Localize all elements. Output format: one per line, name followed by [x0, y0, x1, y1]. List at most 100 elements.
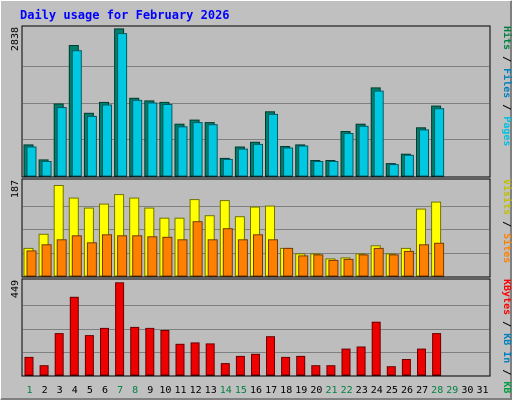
bar-kbytes — [235, 355, 245, 376]
bar-sites — [222, 228, 233, 277]
bar-files — [207, 124, 218, 177]
x-tick-label: 20 — [310, 385, 322, 396]
bar-sites — [253, 234, 263, 277]
bar-kbytes — [175, 343, 185, 376]
bar-kbytes — [190, 342, 200, 376]
x-tick-label: 5 — [87, 385, 93, 396]
bar-files — [102, 104, 112, 177]
bar-kbytes — [386, 366, 396, 376]
legend-entry: / — [501, 315, 512, 333]
bar-files — [132, 99, 143, 177]
bar-files — [26, 146, 37, 177]
x-tick-label: 1 — [26, 385, 32, 396]
bar-kbytes — [220, 363, 230, 376]
bar-files — [147, 102, 158, 177]
bar-files — [328, 161, 339, 177]
bar-kbytes — [39, 365, 49, 376]
bar-sites — [102, 234, 112, 277]
x-tick-label: 28 — [431, 385, 443, 396]
x-tick-label: 23 — [356, 385, 368, 396]
x-tick-label: 21 — [325, 385, 337, 396]
max-label-bottom: 449 — [10, 280, 21, 298]
bar-sites — [86, 242, 97, 277]
bar-kbytes — [130, 326, 140, 376]
max-label-middle: 187 — [10, 180, 21, 198]
bar-sites — [237, 239, 248, 277]
legend-entry: KB In — [501, 333, 512, 363]
bar-kbytes — [205, 343, 215, 376]
x-tick-label: 12 — [190, 385, 202, 396]
bar-sites — [147, 236, 158, 277]
chart-title: Daily usage for February 2026 — [20, 8, 230, 22]
legend-bottom: KBytes / KB In / KB Out — [501, 279, 512, 400]
bar-files — [41, 161, 52, 177]
x-tick-label: 18 — [280, 385, 292, 396]
bar-files — [313, 161, 324, 177]
bar-files — [298, 145, 309, 177]
x-tick-label: 31 — [476, 385, 488, 396]
bar-kbytes — [326, 365, 336, 376]
max-label-top: 2838 — [10, 27, 21, 51]
bar-kbytes — [432, 333, 442, 376]
bar-kbytes — [69, 296, 79, 376]
panel-bottom: 449 KBytes / KB In / KB Out — [10, 278, 512, 400]
bar-files — [434, 108, 445, 177]
bar-files — [222, 158, 233, 177]
x-tick-label: 4 — [72, 385, 78, 396]
bar-files — [192, 122, 203, 177]
x-tick-label: 30 — [461, 385, 473, 396]
x-tick-label: 8 — [132, 385, 138, 396]
x-tick-label: 16 — [250, 385, 262, 396]
x-tick-label: 17 — [265, 385, 277, 396]
bar-kbytes — [296, 355, 306, 376]
bar-sites — [358, 254, 369, 277]
legend-entry: / — [501, 215, 512, 233]
bar-kbytes — [54, 333, 64, 376]
bar-sites — [419, 244, 429, 277]
bar-files — [403, 154, 414, 177]
legend-entry: Pages — [501, 116, 512, 146]
bar-sites — [41, 244, 52, 277]
bar-files — [237, 148, 248, 177]
bar-files — [343, 133, 354, 177]
bar-kbytes — [401, 359, 411, 376]
legend-entry: Sites — [501, 233, 512, 263]
bar-kbytes — [251, 353, 260, 376]
bar-kbytes — [115, 282, 125, 376]
x-tick-label: 2 — [42, 385, 48, 396]
bar-files — [117, 33, 128, 177]
bar-sites — [268, 239, 278, 277]
bar-files — [419, 129, 429, 177]
bar-kbytes — [24, 356, 34, 376]
bar-files — [177, 126, 188, 177]
x-tick-label: 22 — [341, 385, 353, 396]
legend-entry: Files — [501, 68, 512, 98]
legend-entry: / — [501, 98, 512, 116]
x-tick-label: 15 — [235, 385, 247, 396]
bar-files — [388, 164, 399, 177]
legend-entry: KBytes — [501, 279, 512, 315]
x-tick-label: 25 — [386, 385, 398, 396]
bar-kbytes — [160, 330, 170, 376]
bar-kbytes — [311, 365, 321, 376]
bar-files — [86, 115, 97, 177]
bar-kbytes — [281, 356, 291, 376]
bar-sites — [388, 254, 399, 277]
x-tick-label: 26 — [401, 385, 413, 396]
panel-top: 2838 Hits / Files / Pages — [10, 25, 512, 178]
legend-middle: Visits / Sites — [501, 179, 512, 263]
bar-files — [358, 125, 369, 177]
bar-files — [283, 147, 294, 177]
x-tick-label: 6 — [102, 385, 108, 396]
bar-sites — [162, 236, 173, 277]
bar-sites — [313, 254, 324, 277]
bar-files — [373, 90, 384, 177]
legend-top: Hits / Files / Pages — [501, 26, 512, 146]
bar-kbytes — [371, 321, 381, 376]
bar-kbytes — [341, 348, 351, 376]
bar-sites — [207, 239, 218, 277]
bar-files — [253, 143, 263, 177]
bar-sites — [71, 235, 82, 277]
